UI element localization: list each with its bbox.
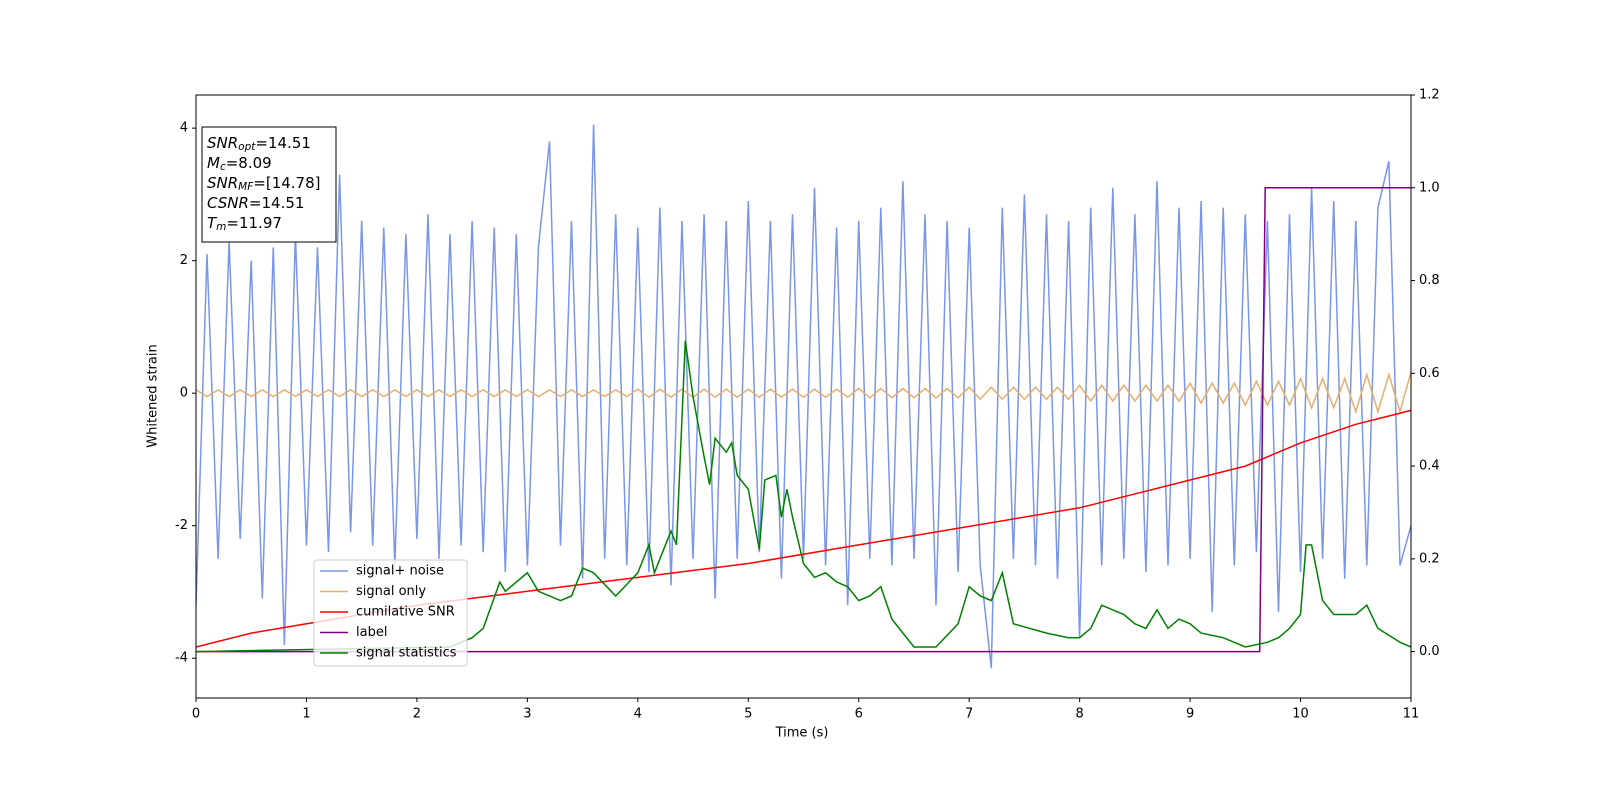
- legend-label: label: [356, 625, 387, 640]
- annotation-value: =[14.78]: [253, 174, 320, 192]
- annotation-line: Tm=11.97: [207, 214, 282, 234]
- annotation-sub: MF: [238, 181, 254, 193]
- x-tick-label: 0: [192, 707, 200, 722]
- annotation-symbol: CSNR: [207, 194, 249, 212]
- annotation-value: =8.09: [226, 154, 272, 172]
- annotation-sub: m: [216, 221, 226, 233]
- series-line: [196, 371, 1411, 415]
- legend-box: [313, 559, 468, 667]
- y2-tick-label: 0.4: [1419, 459, 1440, 474]
- annotation-line: CSNR=14.51: [207, 194, 304, 212]
- plot-frame: [195, 94, 1412, 699]
- x-tick-label: 9: [1186, 707, 1194, 722]
- y-tick-label: -2: [175, 518, 188, 533]
- x-axis-label: Time (s): [775, 726, 829, 741]
- y-tick-label: 0: [180, 386, 188, 401]
- x-tick-label: 5: [744, 707, 752, 722]
- y-tick-label: 4: [180, 121, 188, 136]
- y2-tick-label: 0.2: [1419, 551, 1440, 566]
- annotation-value: =11.97: [226, 214, 282, 232]
- annotation-symbol: M: [207, 154, 220, 172]
- x-tick-label: 3: [523, 707, 531, 722]
- y2-tick-label: 0.0: [1419, 644, 1440, 659]
- legend-label: signal statistics: [356, 646, 457, 661]
- annotation-symbol: T: [207, 214, 218, 232]
- y2-tick-label: 1.0: [1419, 180, 1440, 195]
- annotation-sub: c: [220, 161, 226, 173]
- legend-label: cumilative SNR: [356, 605, 455, 620]
- annotation-line: SNRopt=14.51: [207, 134, 311, 154]
- y-axis-label: Whitened strain: [146, 344, 161, 447]
- legend-label: signal only: [356, 584, 426, 599]
- x-tick-label: 8: [1075, 707, 1083, 722]
- y-tick-label: -4: [175, 651, 188, 666]
- annotation-box: [201, 126, 337, 243]
- series-line: [196, 187, 1411, 653]
- x-tick-label: 4: [634, 707, 642, 722]
- annotation-sub: opt: [238, 141, 256, 153]
- x-tick-label: 10: [1292, 707, 1309, 722]
- x-tick-label: 7: [965, 707, 973, 722]
- x-tick-label: 2: [413, 707, 421, 722]
- y2-tick-label: 0.8: [1419, 273, 1440, 288]
- legend-label: signal+ noise: [356, 564, 444, 579]
- annotation-line: Mc=8.09: [207, 154, 272, 174]
- annotation-value: =14.51: [249, 194, 305, 212]
- x-tick-label: 6: [855, 707, 863, 722]
- y2-tick-label: 0.6: [1419, 366, 1440, 381]
- annotation-symbol: SNR: [207, 174, 238, 192]
- annotation-value: =14.51: [255, 134, 311, 152]
- y-tick-label: 2: [180, 253, 188, 268]
- annotation-symbol: SNR: [207, 134, 238, 152]
- y2-tick-label: 1.2: [1419, 88, 1440, 103]
- x-tick-label: 1: [302, 707, 310, 722]
- series-line: [196, 340, 1411, 653]
- x-tick-label: 11: [1403, 707, 1420, 722]
- annotation-line: SNRMF=[14.78]: [207, 174, 321, 194]
